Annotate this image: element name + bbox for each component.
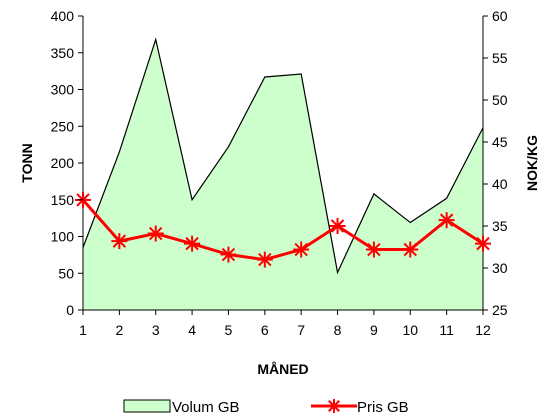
x-tick-label: 1 [79, 322, 87, 338]
y-tick-label-left: 350 [51, 45, 75, 61]
marker-pris [402, 241, 419, 258]
x-tick-label: 11 [439, 322, 454, 338]
marker-pris [184, 235, 201, 252]
marker-pris [293, 241, 310, 258]
y-tick-label-left: 0 [66, 302, 74, 318]
legend-label-pris: Pris GB [357, 399, 409, 416]
area-outline-volum [82, 37, 484, 275]
legend-item-volum: Volum GB [123, 399, 240, 416]
marker-pris [365, 241, 382, 258]
marker-pris [256, 251, 273, 268]
x-tick-label: 5 [225, 322, 233, 338]
x-tick-label: 2 [115, 322, 123, 338]
marker-pris [475, 235, 491, 252]
x-tick-label: 3 [152, 322, 160, 338]
legend-marker-icon [327, 399, 341, 413]
legend: Volum GB Pris GB [123, 399, 409, 416]
marker-pris [329, 218, 346, 234]
legend-label-volum: Volum GB [172, 399, 240, 416]
y-tick-label-left: 300 [51, 82, 75, 98]
x-tick-label: 4 [188, 322, 196, 338]
x-axis-title: MÅNED [257, 361, 308, 377]
y-axis-title-left: TONN [19, 143, 35, 182]
area-layer [82, 37, 484, 311]
y-tick-label-left: 150 [51, 192, 75, 208]
x-tick-label: 8 [334, 322, 342, 338]
y-tick-label-left: 400 [51, 8, 75, 24]
y-tick-label-right: 25 [492, 302, 508, 318]
y-tick-label-right: 55 [492, 50, 508, 66]
y-tick-label-right: 40 [492, 176, 508, 192]
marker-pris [220, 246, 237, 263]
legend-item-pris: Pris GB [311, 399, 409, 416]
y-axis-title-right: NOK/KG [524, 135, 540, 191]
x-tick-label: 12 [475, 322, 491, 338]
x-tick-label: 9 [370, 322, 378, 338]
x-tick-label: 7 [297, 322, 305, 338]
line-layer [75, 191, 491, 268]
y-tick-label-right: 50 [492, 92, 508, 108]
y-tick-label-left: 200 [51, 155, 75, 171]
marker-pris [111, 233, 128, 250]
legend-swatch-area [123, 399, 171, 413]
y-tick-label-right: 35 [492, 218, 508, 234]
marker-pris [438, 212, 455, 229]
y-tick-label-right: 30 [492, 260, 508, 276]
y-tick-label-left: 250 [51, 118, 75, 134]
y-tick-label-right: 45 [492, 134, 508, 150]
y-tick-label-right: 60 [492, 8, 508, 24]
x-tick-label: 10 [402, 322, 418, 338]
marker-pris [147, 225, 164, 242]
legend-asterisk-icon [327, 399, 341, 413]
y-tick-label-left: 50 [58, 265, 74, 281]
x-tick-label: 6 [261, 322, 269, 338]
y-tick-label-left: 100 [51, 229, 75, 245]
ticks-layer: 0501001502002503003504002530354045505560… [51, 8, 508, 338]
